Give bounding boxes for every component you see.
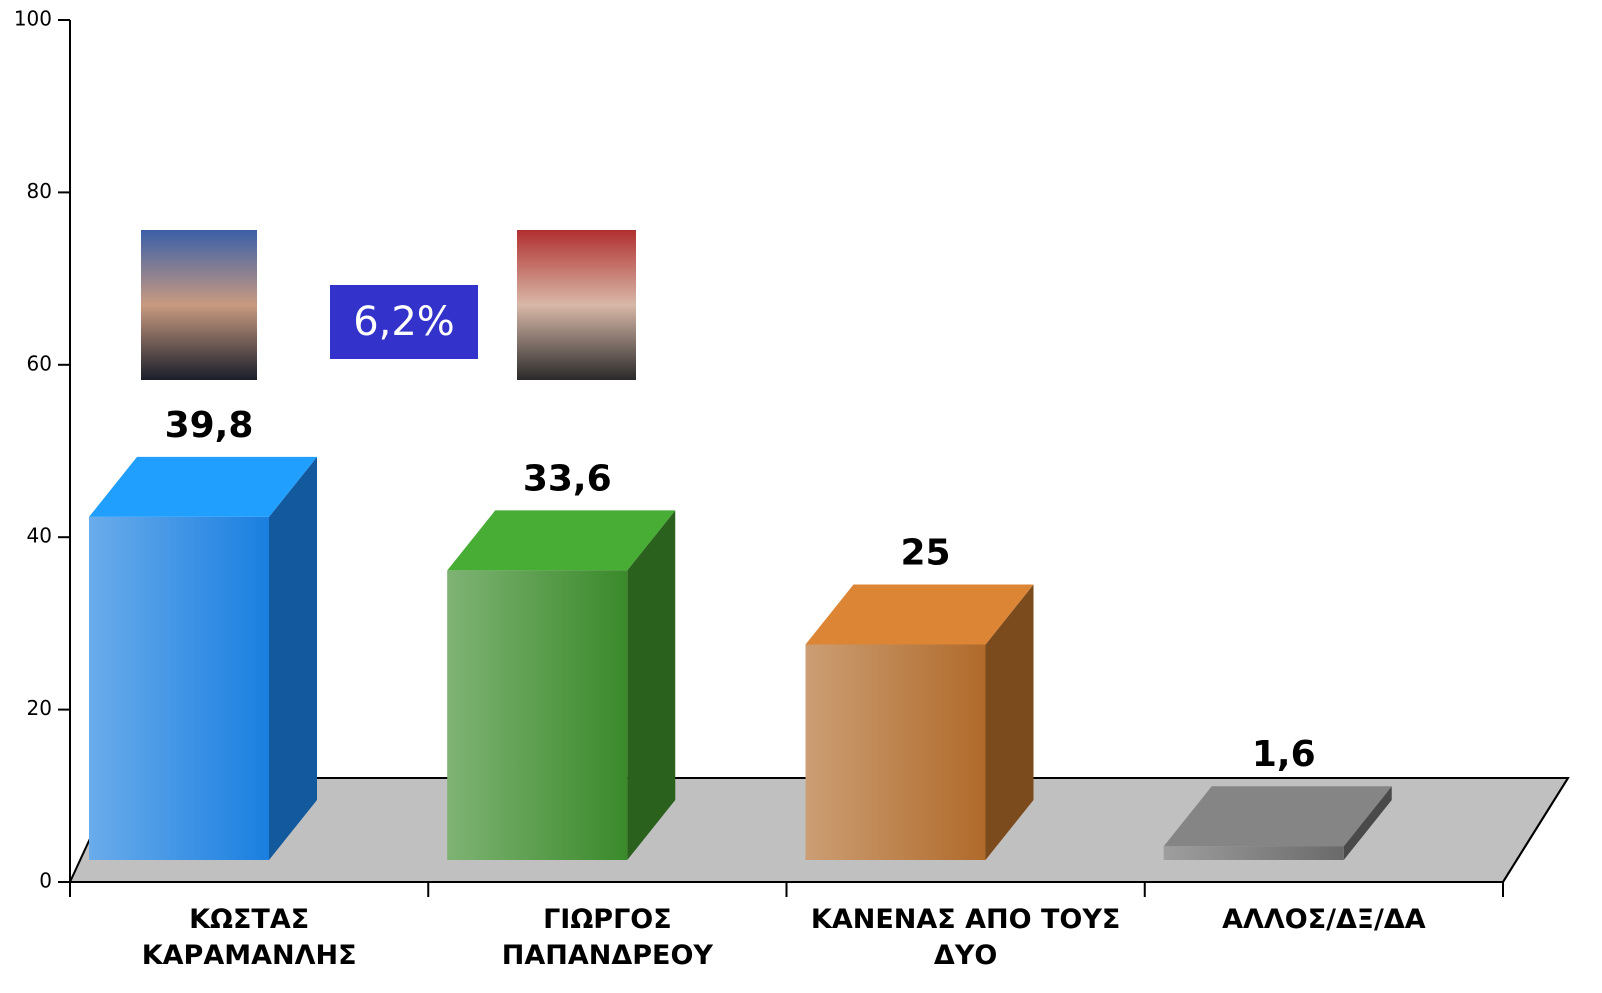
x-tick-label: ΚΑΝΕΝΑΣ ΑΠΟ ΤΟΥΣ ΔΥΟ [796,902,1136,974]
value-label: 1,6 [1252,734,1316,775]
photo [141,230,257,380]
y-tick-label: 40 [27,524,52,548]
value-label: 25 [900,533,950,574]
y-tick-label: 0 [39,869,52,893]
annotation: 6,2% [353,299,455,345]
x-tick-label: ΑΛΛΟΣ/ΔΞ/ΔΑ [1154,902,1494,938]
bar-side [627,510,675,860]
value-label: 39,8 [165,405,254,446]
bar-shine [89,517,269,860]
bar-side [269,457,317,860]
bar-shine [447,570,627,860]
y-tick-label: 100 [14,7,52,31]
photo [517,230,636,380]
x-tick-label: ΚΩΣΤΑΣ ΚΑΡΑΜΑΝΛΗΣ [79,902,419,974]
y-tick-label: 80 [27,179,52,203]
y-tick-label: 20 [27,696,52,720]
value-label: 33,6 [523,458,612,499]
y-tick-label: 60 [27,351,52,375]
bar-shine [1164,846,1344,860]
page: 6,2% 0 20 40 60 80 100 39,8 33,6 25 1,6 ΚΩΣΤΑΣ ΚΑ… [0,0,1602,993]
x-tick-label: ΓΙΩΡΓΟΣ ΠΑΠΑΝΔΡΕΟΥ [437,902,777,974]
bar-shine [806,645,986,861]
chart: 6,2% 0 20 40 60 80 100 39,8 33,6 25 1,6 [0,0,1602,993]
